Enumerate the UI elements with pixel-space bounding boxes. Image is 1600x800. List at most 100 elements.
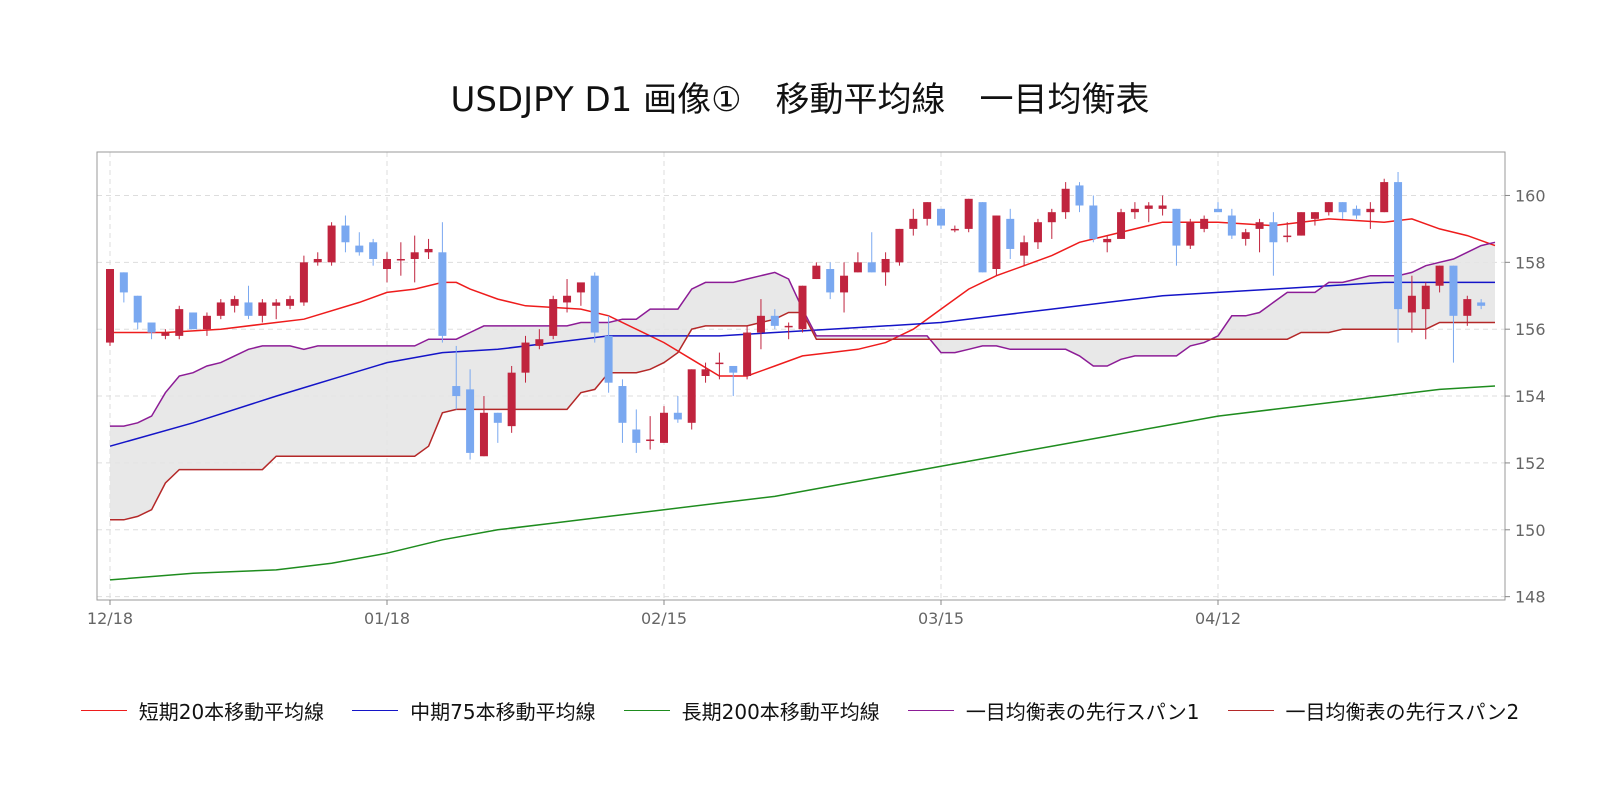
candle-body [1255,222,1264,229]
candle-body [1297,212,1306,236]
candle [964,198,973,233]
candle-body [355,245,364,253]
y-tick-label: 158 [1515,253,1546,272]
candle-body [327,225,336,263]
candle [590,272,599,343]
candle-body [230,299,239,306]
candle [355,232,364,256]
candle-body [1033,222,1042,243]
candle-body [1324,202,1333,213]
candle-body [1186,222,1195,246]
candle [729,365,738,397]
candle [438,222,447,343]
candle-body [673,412,682,420]
candle-body [660,412,668,443]
candle-body [701,369,710,376]
candle-body [950,228,959,231]
candle [909,208,918,236]
legend-item: 中期75本移動平均線 [352,696,596,725]
candle [119,272,128,303]
candle-body [646,439,655,442]
candle [784,322,793,340]
candle-body [978,202,987,273]
candle [1380,178,1389,213]
candle-body [1449,265,1458,316]
candle [1200,215,1209,233]
candle-body [826,269,835,293]
candle [881,252,890,286]
candle [521,335,530,383]
candle [1477,299,1486,310]
x-tick-label: 12/18 [87,609,133,628]
candle [1172,208,1181,266]
candle [147,322,156,340]
candle-body [258,302,267,316]
x-tick-label: 02/15 [641,609,687,628]
candle-body [244,302,253,316]
candle [1020,235,1029,266]
sma200-line [109,385,1496,581]
candle [1144,202,1153,223]
candle-body [1020,242,1029,256]
candle [1324,202,1333,216]
candles [106,172,1486,460]
candle-body [1366,208,1375,213]
legend-label: 短期20本移動平均線 [138,700,325,724]
candle-body [1172,208,1181,246]
candle [1338,202,1347,219]
cloud-fill [110,242,1495,520]
y-tick-label: 154 [1515,387,1546,406]
candle-body [1338,202,1347,213]
candle-body [272,302,281,306]
candle-body [1463,299,1472,316]
candle [1186,218,1195,249]
candle [535,329,544,350]
candle-body [992,215,1001,270]
candle-body [756,315,765,333]
candle-body [1158,205,1167,209]
candle [895,228,904,266]
candle [1130,202,1139,219]
candle-body [410,252,419,259]
candle [563,279,572,313]
candle-body [770,315,779,326]
candle-body [1103,238,1112,243]
candle [1394,172,1403,343]
candle [701,362,710,383]
candle [660,406,668,443]
candle-body [743,332,752,376]
candle-body [881,258,890,273]
x-tick-label: 01/18 [364,609,410,628]
candle [743,325,752,380]
candle-body [715,362,724,365]
candle [756,299,765,350]
candle [452,345,461,410]
y-tick-label: 150 [1515,521,1546,540]
candle [313,252,322,266]
grid-layer [97,152,1505,600]
candle-body [106,269,114,343]
candle-body [563,295,572,303]
indicator-lines [109,218,1496,581]
candle [369,238,378,266]
candle-body [895,228,904,263]
candle [1033,218,1042,249]
legend-item: 短期20本移動平均線 [80,696,325,725]
candle [383,252,391,283]
candle [576,282,585,306]
candle-body [161,332,170,336]
candle [341,215,350,253]
candle-body [867,262,876,273]
candle-body [618,386,627,423]
candle [1255,218,1264,253]
candle-body [1241,232,1250,239]
candle [493,412,502,443]
candle [937,208,945,229]
candle [1352,205,1361,219]
candle-body [535,339,544,346]
candle-body [576,282,585,293]
candle-body [175,309,184,336]
x-tick-label: 03/15 [918,609,964,628]
candle-body [937,208,945,226]
candle-body [369,242,378,259]
